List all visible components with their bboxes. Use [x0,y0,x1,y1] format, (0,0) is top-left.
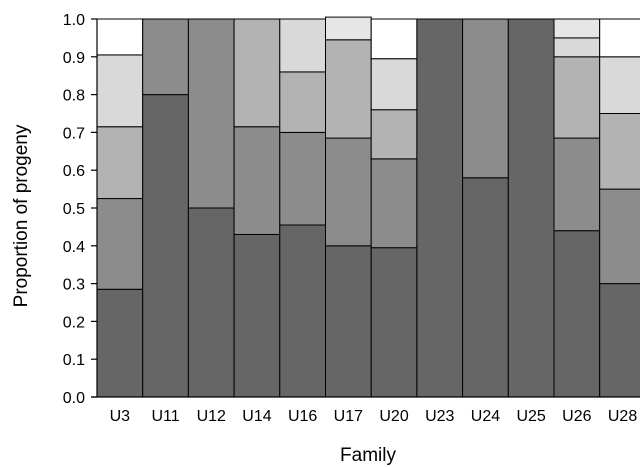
bar-segment-u26-3 [553,56,601,139]
bar-segment-u24-1 [462,177,509,398]
bar-segment-u3-4 [96,54,144,128]
bar-segment-u28-5 [599,18,640,58]
bar-segment-u20-5 [370,18,418,60]
x-tick-label-u14: U14 [242,408,271,425]
bar-segment-u17-6 [325,16,372,41]
bar-segment-u20-4 [370,58,418,111]
bar-segment-u23-1 [416,18,464,398]
bar-segment-u11-1 [142,94,189,398]
bar-segment-u12-2 [187,18,235,209]
x-tick-label-u17: U17 [334,408,363,425]
y-tick-label: 0.1 [63,352,85,369]
bar-segment-u20-3 [370,109,418,160]
y-axis-title: Proportion of progeny [11,124,32,307]
bar-segment-u3-5 [96,18,144,56]
bar-segment-u20-2 [370,158,418,249]
y-tick-label: 0.4 [63,239,85,256]
bar-segment-u26-4 [553,37,601,58]
y-tick-label: 0.2 [63,314,85,331]
bar-segment-u28-3 [599,113,640,190]
bar-segment-u3-1 [96,288,144,398]
bar-segment-u12-1 [187,207,235,398]
x-tick-label-u12: U12 [197,408,226,425]
bar-segment-u20-1 [370,247,418,398]
bar-segment-u14-3 [233,18,281,128]
y-tick-label: 0.9 [63,50,85,67]
bar-segment-u14-1 [233,233,281,398]
x-tick-label-u26: U26 [562,408,591,425]
x-tick-label-u16: U16 [288,408,317,425]
x-tick-label-u28: U28 [608,408,637,425]
bar-segment-u16-1 [279,224,326,398]
y-tick-label: 0.8 [63,88,85,105]
bar-segment-u17-3 [325,39,372,139]
bar-segment-u16-3 [279,71,326,133]
bar-segment-u26-6 [553,18,601,39]
bar-segment-u3-2 [96,198,144,290]
bar-segment-u26-2 [553,137,601,232]
x-tick-label-u23: U23 [425,408,454,425]
bar-segment-u17-1 [325,245,372,398]
bar-segment-u28-4 [599,56,640,114]
y-tick-label: 0.5 [63,201,85,218]
x-tick-label-u20: U20 [379,408,408,425]
bar-segment-u11-2 [142,18,189,96]
y-tick-label: 0.3 [63,277,85,294]
bar-segment-u14-2 [233,126,281,235]
bar-segment-u28-1 [599,283,640,398]
y-tick-label: 0.7 [63,125,85,142]
x-axis-title: Family [340,445,396,466]
x-tick-label-u25: U25 [516,408,545,425]
y-tick-labels: 0.0 0.1 0.2 0.3 0.4 0.5 0.6 0.7 0.8 0.9 1.0 [63,12,85,407]
bar-segment-u17-2 [325,137,372,247]
x-tick-labels: U3 U11 U12 U14 U16 U17 U20 U23 U24 U25 U26 U28 [110,408,638,425]
axes-group [91,18,640,398]
bar-segment-u25-1 [507,18,555,398]
bar-segment-u26-1 [553,230,601,398]
bar-segment-u16-2 [279,131,326,226]
bar-segment-u28-2 [599,188,640,285]
bar-segment-u3-3 [96,126,144,200]
bars-group [96,16,640,398]
y-tick-label: 0.6 [63,163,85,180]
bar-segment-u16-4 [279,18,326,73]
y-tick-label: 1.0 [63,12,85,29]
x-tick-label-u11: U11 [151,408,179,425]
x-tick-label-u3: U3 [110,408,131,425]
x-tick-label-u24: U24 [471,408,500,425]
y-tick-label: 0.0 [63,390,85,407]
bar-segment-u24-2 [462,18,509,179]
